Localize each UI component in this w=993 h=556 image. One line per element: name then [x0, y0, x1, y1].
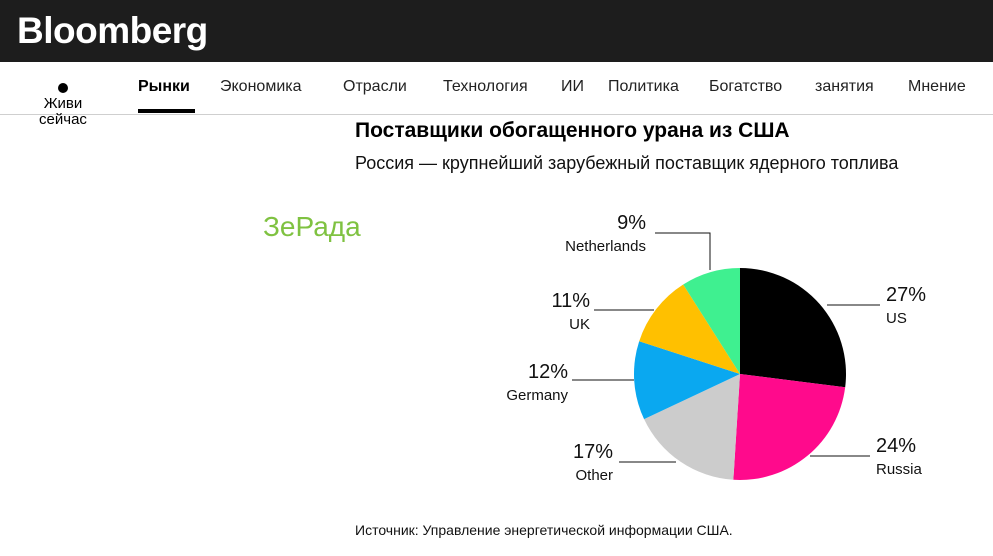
live-now-label: Живи сейчас: [39, 95, 87, 128]
pie-slice-russia: [733, 374, 846, 480]
slice-category-label-uk: UK: [569, 316, 590, 333]
watermark-text: ЗеРада: [263, 211, 361, 242]
slice-value-label-germany: 12%: [528, 361, 568, 383]
live-now-link[interactable]: Живи сейчас: [34, 80, 92, 128]
pie-slice-germany: [633, 341, 740, 420]
bloomberg-logo[interactable]: Bloomberg: [17, 10, 208, 51]
live-dot-icon: [58, 83, 68, 93]
nav-item-pursuits[interactable]: занятия: [815, 78, 874, 95]
pie-slice-uk: [639, 284, 740, 374]
pie-slice-netherlands: [683, 268, 740, 374]
pie-slice-other: [644, 374, 740, 480]
chart-title: Поставщики обогащенного урана из США: [355, 119, 790, 142]
nav-item-opinion[interactable]: Мнение: [908, 78, 966, 95]
top-bar: Bloomberg: [0, 0, 993, 62]
slice-category-label-other: Other: [575, 467, 613, 484]
chart-subtitle: Россия — крупнейший зарубежный поставщик…: [355, 153, 899, 173]
nav-item-technology[interactable]: Технология: [443, 78, 528, 95]
slice-value-label-netherlands: 9%: [617, 212, 646, 234]
nav-bar: Живи сейчас Рынки Экономика Отрасли Техн…: [0, 62, 993, 128]
slice-category-label-us: US: [886, 310, 907, 327]
slice-category-label-russia: Russia: [876, 461, 923, 478]
nav-item-wealth[interactable]: Богатство: [709, 78, 783, 95]
active-tab-underline: [138, 109, 195, 113]
chart-source: Источник: Управление энергетической инфо…: [355, 522, 733, 538]
slice-category-label-germany: Germany: [506, 387, 568, 404]
pie-slice-us: [740, 268, 847, 388]
nav-item-ai[interactable]: ИИ: [561, 78, 584, 95]
leader-line-netherlands: [655, 232, 711, 270]
slice-value-label-us: 27%: [886, 284, 926, 306]
nav-item-markets[interactable]: Рынки: [138, 78, 190, 95]
slice-value-label-uk: 11%: [551, 290, 590, 312]
slice-value-label-russia: 24%: [876, 435, 916, 457]
slice-value-label-other: 17%: [573, 441, 613, 463]
nav-item-industries[interactable]: Отрасли: [343, 78, 407, 95]
nav-item-economics[interactable]: Экономика: [220, 78, 302, 95]
nav-item-politics[interactable]: Политика: [608, 78, 679, 95]
slice-category-label-netherlands: Netherlands: [565, 238, 646, 255]
